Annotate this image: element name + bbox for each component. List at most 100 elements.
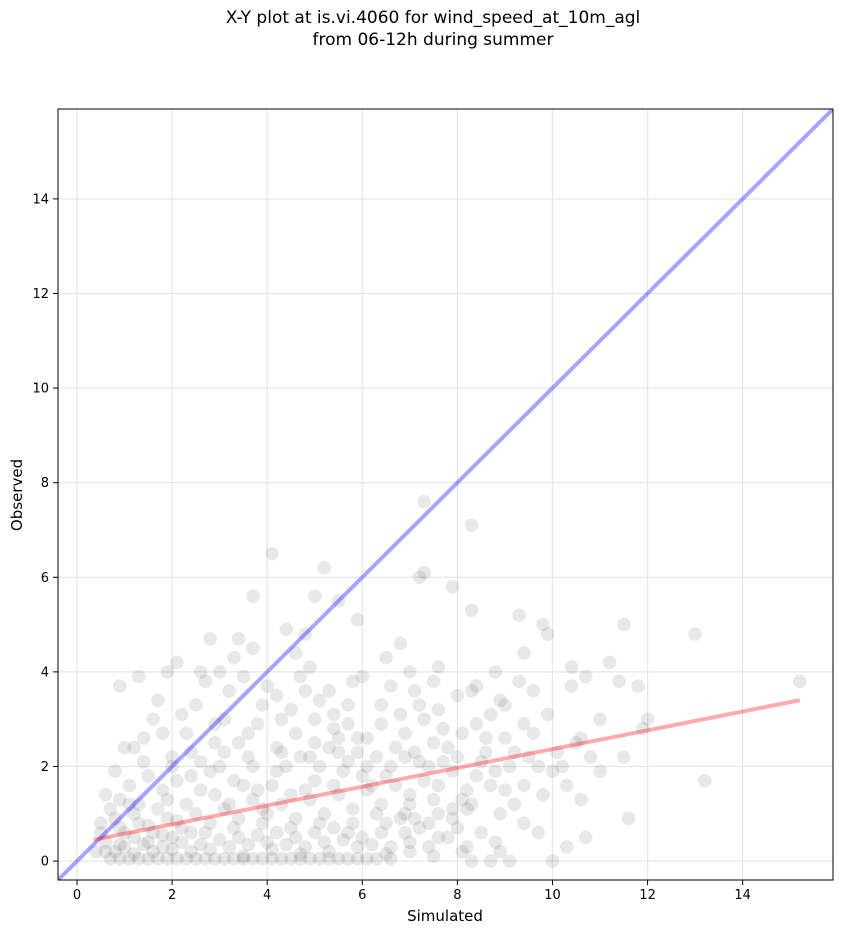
data-point — [426, 674, 441, 689]
data-point — [307, 712, 322, 726]
data-points — [89, 494, 807, 868]
data-point — [569, 736, 584, 750]
data-point — [398, 806, 412, 821]
data-point — [122, 778, 137, 793]
data-point — [345, 816, 360, 831]
data-point — [98, 844, 113, 859]
data-point — [431, 702, 446, 717]
data-point — [208, 851, 222, 866]
data-point — [450, 821, 465, 835]
y-tick-label: 2 — [41, 760, 49, 775]
data-point — [474, 754, 488, 769]
data-point — [412, 754, 427, 769]
data-point — [98, 788, 113, 802]
data-point — [146, 844, 160, 859]
data-point — [379, 650, 393, 665]
data-point — [326, 707, 341, 722]
data-point — [688, 627, 702, 641]
data-point — [93, 825, 108, 840]
data-point — [417, 565, 431, 580]
data-point — [502, 854, 517, 868]
data-point — [464, 683, 479, 698]
data-point — [255, 802, 270, 816]
data-point — [621, 811, 636, 826]
data-point — [384, 759, 398, 774]
data-point — [403, 844, 417, 859]
data-point — [255, 816, 270, 831]
data-point — [193, 783, 208, 797]
y-tick-label: 6 — [41, 571, 49, 586]
data-point — [498, 783, 512, 797]
data-point — [108, 811, 122, 826]
data-point — [174, 835, 189, 849]
data-point — [431, 830, 446, 845]
data-point — [341, 754, 355, 769]
data-point — [170, 851, 184, 866]
data-point — [227, 851, 241, 866]
data-point — [479, 731, 493, 745]
data-point — [441, 740, 455, 755]
data-point — [398, 750, 412, 764]
data-point — [545, 854, 560, 868]
data-point — [179, 797, 194, 812]
data-point — [393, 707, 408, 722]
data-point — [122, 797, 137, 812]
data-point — [355, 769, 370, 783]
data-point — [298, 783, 313, 797]
chart-title: X-Y plot at is.vi.4060 for wind_speed_at… — [0, 7, 842, 51]
data-point — [469, 769, 484, 783]
data-point — [331, 851, 346, 866]
data-point — [136, 837, 151, 852]
data-point — [431, 660, 446, 674]
data-point — [403, 788, 417, 802]
data-point — [231, 830, 246, 845]
data-point — [198, 851, 213, 866]
data-point — [417, 712, 431, 726]
data-point — [284, 851, 298, 866]
data-point — [578, 669, 593, 684]
data-point — [288, 726, 303, 741]
data-point — [98, 835, 113, 849]
data-point — [545, 764, 560, 779]
data-point — [141, 835, 156, 849]
data-point — [374, 797, 389, 812]
data-point — [246, 589, 260, 603]
data-point — [284, 702, 298, 717]
data-point — [307, 825, 322, 840]
data-point — [293, 851, 308, 866]
data-point — [279, 759, 294, 774]
data-point — [265, 851, 279, 866]
data-point — [312, 693, 327, 708]
y-tick-label: 4 — [41, 665, 49, 680]
data-point — [422, 840, 436, 854]
data-point — [412, 570, 427, 585]
data-point — [578, 830, 593, 845]
data-point — [293, 750, 308, 764]
data-point — [493, 806, 507, 821]
data-point — [350, 613, 365, 627]
data-point — [312, 759, 327, 774]
data-point — [317, 806, 332, 821]
data-point — [303, 750, 317, 764]
data-point — [184, 745, 198, 760]
data-point — [146, 712, 160, 726]
data-point — [165, 759, 179, 774]
data-point — [279, 837, 294, 852]
data-point — [189, 698, 203, 712]
data-point — [460, 840, 474, 854]
data-point — [165, 842, 179, 857]
data-point — [360, 731, 374, 745]
data-point — [464, 518, 479, 533]
data-point — [488, 835, 503, 849]
data-point — [326, 778, 341, 793]
data-point — [255, 851, 270, 866]
data-point — [217, 712, 232, 726]
data-point — [322, 740, 336, 755]
data-point — [236, 849, 251, 864]
data-point — [208, 736, 222, 750]
x-tick-label: 4 — [263, 888, 271, 903]
data-point — [132, 816, 146, 831]
data-point — [455, 792, 469, 807]
data-point — [345, 802, 360, 816]
